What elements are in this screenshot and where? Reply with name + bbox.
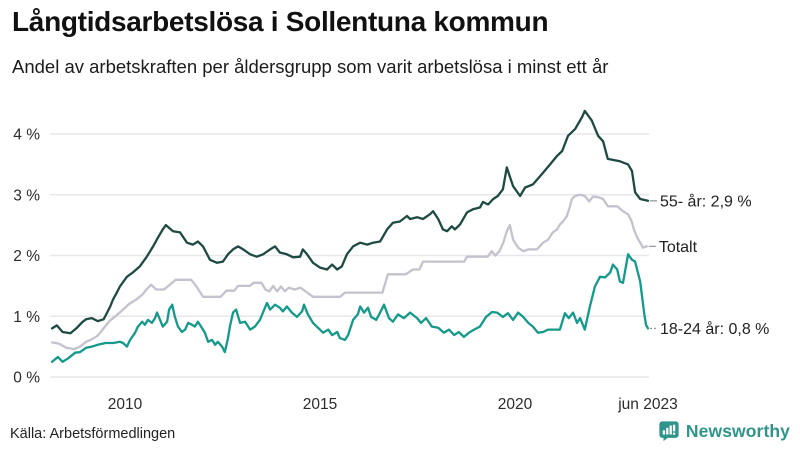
source-note: Källa: Arbetsförmedlingen (10, 426, 176, 442)
newsworthy-icon (659, 421, 679, 442)
y-axis-tick-label: 2 % (13, 248, 40, 265)
series-end-label-18-24: 18-24 år: 0,8 % (660, 320, 769, 338)
series-end-label-totalt: Totalt (659, 239, 698, 256)
series-end-label-55plus: 55- år: 2,9 % (660, 192, 752, 210)
newsworthy-logo: Newsworthy (658, 420, 790, 442)
y-axis-tick-label: 1 % (13, 309, 40, 326)
series-line-55plus (50, 109, 650, 335)
series-line-totalt (50, 193, 648, 351)
chart-title: Långtidsarbetslösa i Sollentuna kommun (12, 6, 549, 37)
x-axis-tick-label: 2010 (108, 396, 143, 413)
x-axis-tick-label: jun 2023 (617, 396, 677, 413)
y-axis-tick-label: 3 % (13, 187, 40, 204)
chart-subtitle: Andel av arbetskraften per åldersgrupp s… (12, 56, 609, 77)
y-axis-tick-label: 0 % (13, 370, 40, 387)
x-axis-tick-label: 2015 (303, 396, 337, 413)
y-axis-tick-label: 4 % (13, 127, 40, 144)
x-axis-tick-label: 2020 (498, 396, 533, 413)
newsworthy-wordmark: Newsworthy (685, 420, 790, 441)
series-line-18-24 (50, 253, 650, 363)
